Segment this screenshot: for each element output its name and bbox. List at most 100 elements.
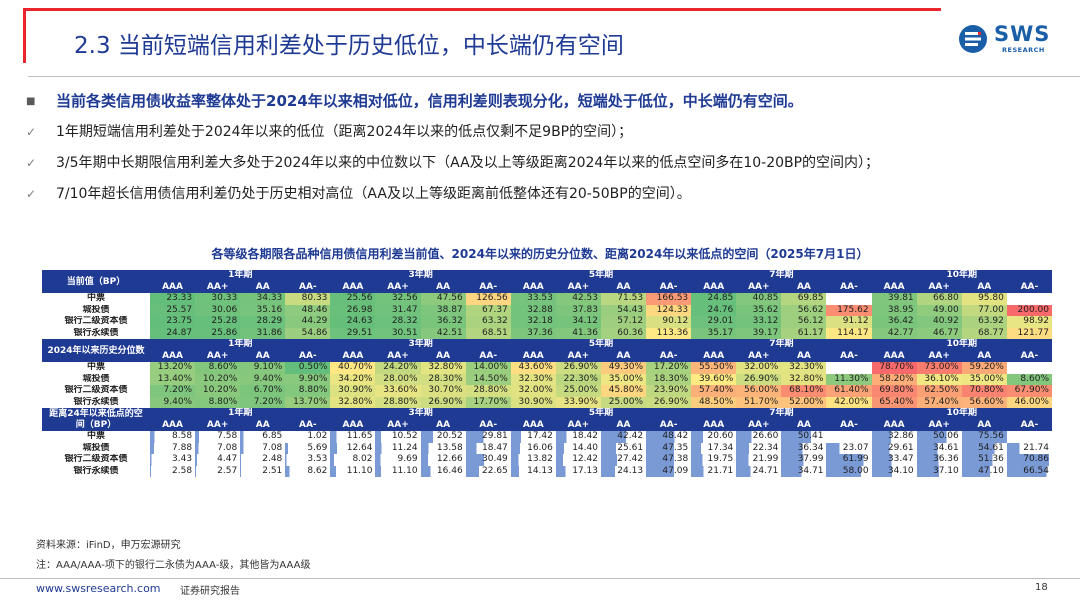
table-cell: 22.34 [736, 442, 782, 454]
grade-header: AA+ [375, 350, 421, 362]
table-cell: 13.70% [285, 396, 331, 408]
table-cell: 25.57 [150, 304, 196, 316]
grade-header: AAA [691, 419, 737, 431]
grade-header: AA- [285, 350, 331, 362]
table-cell: 32.30% [510, 373, 556, 385]
table-cell: 12.42 [555, 454, 601, 466]
grade-header: AA+ [375, 281, 421, 293]
table-cell: 25.00% [555, 385, 601, 397]
table-cell: 26.90% [736, 373, 782, 385]
table-cell: 34.10 [871, 465, 917, 477]
table-cell: 32.18 [510, 316, 556, 328]
bullet-item: ✓ 1年期短端信用利差处于2024年以来的低位（距离2024年以来的低点仅剩不足… [26, 119, 1066, 150]
row-label: 中票 [86, 293, 105, 303]
table-cell: 10.52 [375, 431, 421, 443]
check-icon: ✓ [26, 156, 37, 170]
table-cell: 38.87 [420, 304, 466, 316]
table-cell: 23.33 [150, 293, 196, 305]
table-cell: 30.90% [330, 385, 376, 397]
footer-label: 证券研究报告 [180, 586, 240, 597]
table-cell: 12.66 [420, 454, 466, 466]
table-cell: 98.92 [1006, 316, 1052, 328]
row-label: 城投债 [82, 304, 110, 315]
grade-header: AA [781, 281, 827, 293]
term-header: 1年期 [150, 270, 331, 282]
table-cell: 33.53 [510, 293, 556, 305]
table-cell: 34.33 [240, 293, 286, 305]
table-cell: 57.40% [916, 396, 962, 408]
table-cell: 14.40 [555, 442, 601, 454]
table-cell: 14.50% [465, 373, 511, 385]
table-cell: 9.40% [150, 396, 196, 408]
grade-header: AA [420, 350, 466, 362]
table-cell: 13.20% [150, 362, 196, 374]
table-cell: 56.60% [961, 396, 1007, 408]
table-cell: 8.02 [330, 454, 376, 466]
table-cell: 54.86 [285, 327, 331, 339]
grade-header: AAA [691, 350, 737, 362]
grade-header: AA+ [555, 350, 601, 362]
table-cell: 20.52 [420, 431, 466, 443]
table-cell: 31.86 [240, 327, 286, 339]
table-cell: 23.90% [646, 385, 692, 397]
section-label: 距离24年以来低点的空 间（BP） [42, 408, 150, 431]
grade-header: AA+ [555, 281, 601, 293]
grade-header: AA- [285, 281, 331, 293]
spread-table-body: 当前值（BP） 1年期 3年期 5年期 7年期 10年期 AAA AA+ AA AA- AAA AA+… [42, 270, 1052, 477]
table-cell: 39.81 [871, 293, 917, 305]
table-cell: 2.48 [240, 454, 286, 466]
table-cell: 49.00 [916, 304, 962, 316]
table-cell: 17.20% [646, 362, 692, 374]
table-cell: 22.30% [555, 373, 601, 385]
grade-header: AA+ [916, 281, 962, 293]
table-cell: 3.53 [285, 454, 331, 466]
table-cell: 37.83 [555, 304, 601, 316]
table-cell: 7.08 [240, 442, 286, 454]
table-cell: 47.35 [646, 442, 692, 454]
table-cell: 43.60% [510, 362, 556, 374]
table-cell: 28.32 [375, 316, 421, 328]
footer-url[interactable]: www.swsresearch.com [36, 582, 161, 595]
table-cell: 21.74 [1006, 442, 1052, 454]
table-cell: 29.01 [691, 316, 737, 328]
bullet-text: 当前各类信用债收益率整体处于2024年以来相对低位，信用利差则表现分化，短端处于… [56, 92, 803, 110]
table-cell: 9.40% [240, 373, 286, 385]
table-cell [1007, 431, 1052, 443]
table-cell: 38.95 [871, 304, 917, 316]
table-header-row: 距离24年以来低点的空 间（BP） 1年期 3年期 5年期 7年期 10年期 [42, 408, 1052, 431]
table-cell: 8.58 [150, 431, 196, 443]
table-cell: 28.00% [375, 373, 421, 385]
table-cell: 26.90% [555, 362, 601, 374]
grade-header: AA- [285, 419, 331, 431]
table-cell: 8.80% [195, 396, 241, 408]
row-label: 银行二级资本债 [64, 454, 128, 464]
table-cell: 10.20% [195, 373, 241, 385]
row-label: 城投债 [82, 373, 110, 384]
table-row: 银行永续债 9.40% 8.80% 7.20% 13.70% 32.80% 28.80% 26… [42, 396, 1052, 408]
table-cell: 23.75 [150, 316, 196, 328]
table-cell: 31.47 [375, 304, 421, 316]
table-cell [826, 431, 871, 443]
table-cell: 47.38 [646, 454, 692, 466]
table-cell: 4.47 [195, 454, 241, 466]
table-cell: 55.50% [691, 362, 737, 374]
table-grade-row: AAA AA+ AA AA- AAA AA+ AA AA- AAA AA+ AA AA- AAA AA+ A… [42, 281, 1052, 293]
table-cell: 19.75 [691, 454, 737, 466]
table-cell: 13.40% [150, 373, 196, 385]
table-cell: 32.88 [510, 304, 556, 316]
table-cell: 36.32 [420, 316, 466, 328]
bullet-text: 1年期短端信用利差处于2024年以来的低位（距离2024年以来的低点仅剩不足9B… [56, 124, 633, 140]
table-cell: 0.50% [285, 362, 331, 374]
table-cell: 1.02 [285, 431, 331, 443]
table-cell: 35.16 [240, 304, 286, 316]
grade-header: AA- [826, 281, 872, 293]
table-cell: 91.12 [826, 316, 872, 328]
table-cell: 36.34 [781, 442, 827, 454]
table-cell: 33.47 [871, 454, 917, 466]
source-note: 资料来源：iFinD，申万宏源研究 [36, 540, 181, 551]
section-label-line: 距离24年以来低点的空 [49, 408, 143, 419]
grade-header: AA- [1006, 419, 1052, 431]
table-cell: 26.98 [330, 304, 376, 316]
table-cell: 21.71 [691, 465, 737, 477]
bullet-main: ■ 当前各类信用债收益率整体处于2024年以来相对低位，信用利差则表现分化，短端… [26, 88, 1066, 119]
